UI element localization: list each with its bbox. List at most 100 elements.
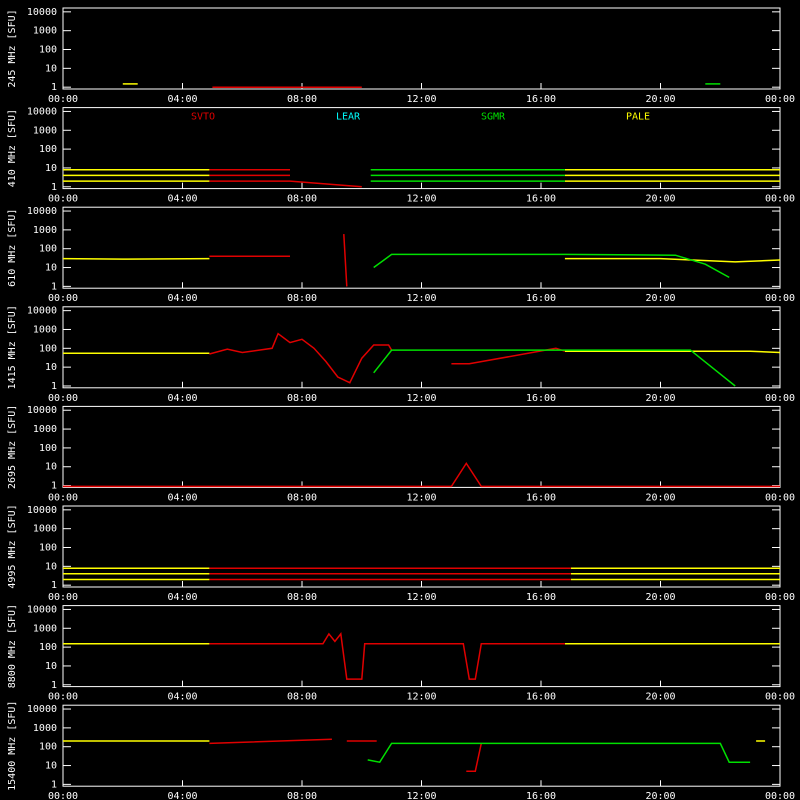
plot-frame (62, 7, 781, 90)
y-tick-label: 10000 (27, 704, 57, 715)
x-tick-label: 12:00 (406, 293, 436, 304)
y-tick-label: 1000 (33, 424, 57, 435)
y-tick-label: 10000 (27, 306, 57, 317)
x-tick-label: 08:00 (287, 791, 317, 800)
x-tick-label: 00:00 (765, 94, 795, 105)
series-line (367, 742, 751, 764)
x-tick-label: 16:00 (526, 592, 556, 603)
series-line (62, 257, 781, 263)
y-tick-label: 1 (51, 779, 57, 790)
y-tick-label: 10 (45, 362, 57, 373)
x-tick-label: 16:00 (526, 692, 556, 703)
y-tick-label: 10 (45, 561, 57, 572)
y-tick-label: 10000 (27, 106, 57, 117)
series-line (373, 349, 736, 387)
series-line (63, 462, 780, 488)
x-tick-label: 20:00 (645, 791, 675, 800)
x-tick-label: 12:00 (406, 94, 436, 105)
legend-label: SGMR (481, 112, 506, 123)
series-line (209, 180, 362, 188)
y-tick-label: 1 (51, 580, 57, 591)
series-line (209, 234, 348, 287)
x-tick-label: 04:00 (167, 791, 197, 800)
x-tick-label: 16:00 (526, 393, 556, 404)
series-line (209, 332, 566, 384)
y-tick-label: 1 (51, 82, 57, 93)
x-tick-label: 00:00 (48, 393, 78, 404)
y-tick-label: 1 (51, 182, 57, 193)
x-tick-label: 04:00 (167, 692, 197, 703)
y-tick-label: 100 (39, 443, 57, 454)
y-tick-label: 10 (45, 661, 57, 672)
y-axis-label: 15400 MHz [SFU] (7, 701, 18, 791)
x-tick-label: 08:00 (287, 194, 317, 205)
plot-frame (62, 206, 781, 289)
y-tick-label: 10 (45, 63, 57, 74)
y-tick-label: 1 (51, 680, 57, 691)
x-tick-label: 04:00 (167, 293, 197, 304)
y-axis-label: 1415 MHz [SFU] (7, 305, 18, 389)
x-tick-label: 00:00 (48, 293, 78, 304)
y-tick-label: 1000 (33, 524, 57, 535)
x-tick-label: 08:00 (287, 692, 317, 703)
y-tick-label: 1 (51, 481, 57, 492)
x-tick-label: 20:00 (645, 492, 675, 503)
x-tick-label: 00:00 (765, 592, 795, 603)
x-tick-label: 04:00 (167, 94, 197, 105)
x-tick-label: 00:00 (48, 692, 78, 703)
x-tick-label: 12:00 (406, 194, 436, 205)
y-tick-label: 100 (39, 45, 57, 56)
x-tick-label: 08:00 (287, 393, 317, 404)
x-tick-label: 00:00 (765, 293, 795, 304)
y-tick-label: 10 (45, 263, 57, 274)
y-tick-label: 1000 (33, 225, 57, 236)
x-tick-label: 08:00 (287, 293, 317, 304)
y-tick-label: 100 (39, 144, 57, 155)
x-tick-label: 08:00 (287, 492, 317, 503)
x-tick-label: 16:00 (526, 194, 556, 205)
y-tick-label: 100 (39, 543, 57, 554)
legend-label: PALE (626, 112, 650, 123)
x-tick-label: 20:00 (645, 592, 675, 603)
plot-frame (62, 505, 781, 588)
y-axis-label: 610 MHz [SFU] (7, 209, 18, 287)
series-line (209, 738, 483, 772)
plot-frame (62, 306, 781, 389)
x-tick-label: 12:00 (406, 592, 436, 603)
x-tick-label: 00:00 (48, 791, 78, 800)
y-tick-label: 10 (45, 462, 57, 473)
x-tick-label: 00:00 (765, 692, 795, 703)
x-tick-label: 00:00 (765, 492, 795, 503)
y-tick-label: 1000 (33, 324, 57, 335)
x-tick-label: 00:00 (765, 393, 795, 404)
plot-frame (62, 605, 781, 688)
legend-label: SVTO (191, 112, 215, 123)
x-tick-label: 00:00 (48, 492, 78, 503)
y-axis-label: 2695 MHz [SFU] (7, 405, 18, 489)
plot-frame (62, 107, 781, 190)
y-tick-label: 10 (45, 761, 57, 772)
x-tick-label: 12:00 (406, 791, 436, 800)
x-tick-label: 16:00 (526, 293, 556, 304)
y-tick-label: 100 (39, 642, 57, 653)
y-axis-label: 4995 MHz [SFU] (7, 504, 18, 588)
x-tick-label: 00:00 (765, 194, 795, 205)
x-tick-label: 04:00 (167, 492, 197, 503)
x-tick-label: 00:00 (48, 592, 78, 603)
plot-frame (62, 405, 781, 488)
y-tick-label: 1 (51, 381, 57, 392)
x-tick-label: 20:00 (645, 293, 675, 304)
x-tick-label: 20:00 (645, 393, 675, 404)
y-tick-label: 10 (45, 163, 57, 174)
x-tick-label: 04:00 (167, 393, 197, 404)
y-tick-label: 1000 (33, 623, 57, 634)
y-tick-label: 1000 (33, 125, 57, 136)
y-axis-label: 410 MHz [SFU] (7, 109, 18, 187)
y-tick-label: 10000 (27, 405, 57, 416)
x-tick-label: 00:00 (48, 194, 78, 205)
y-tick-label: 100 (39, 244, 57, 255)
x-tick-label: 08:00 (287, 94, 317, 105)
x-tick-label: 04:00 (167, 592, 197, 603)
series-line (373, 253, 730, 279)
y-axis-label: 245 MHz [SFU] (7, 9, 18, 87)
